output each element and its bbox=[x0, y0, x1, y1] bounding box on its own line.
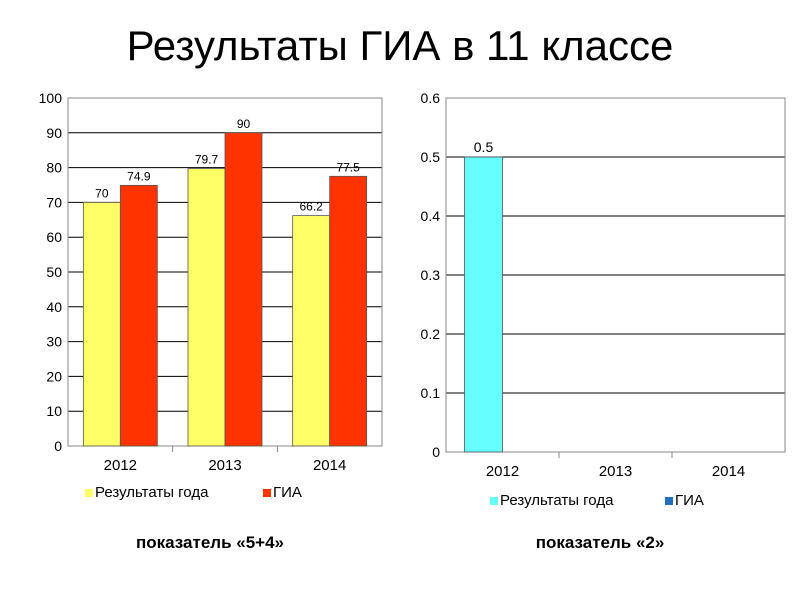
bar bbox=[224, 132, 263, 447]
y-tick-label: 0.6 bbox=[421, 90, 441, 106]
legend-swatch bbox=[85, 489, 93, 497]
data-label: 77.5 bbox=[336, 160, 360, 174]
y-tick-label: 0.3 bbox=[421, 267, 441, 283]
x-tick-label: 2014 bbox=[313, 457, 346, 474]
bar bbox=[329, 175, 368, 447]
legend-label: Результаты года bbox=[95, 484, 209, 501]
bar bbox=[187, 168, 226, 447]
y-tick-label: 0.5 bbox=[421, 149, 441, 165]
bar bbox=[119, 184, 158, 447]
y-tick-label: 0 bbox=[54, 438, 62, 454]
plot-area bbox=[445, 97, 786, 453]
bar bbox=[82, 201, 121, 447]
data-label: 70 bbox=[95, 186, 109, 200]
data-label: 90 bbox=[237, 117, 251, 131]
chart-caption-5-4: показатель «5+4» bbox=[135, 533, 284, 552]
y-tick-label: 30 bbox=[46, 334, 62, 350]
bar bbox=[464, 156, 503, 453]
y-tick-label: 20 bbox=[46, 368, 62, 384]
legend-swatch bbox=[263, 489, 271, 497]
x-tick-label: 2013 bbox=[599, 463, 632, 480]
y-tick-label: 10 bbox=[46, 403, 62, 419]
y-tick-label: 0 bbox=[432, 444, 440, 460]
y-tick-label: 60 bbox=[46, 229, 62, 245]
data-label: 79.7 bbox=[195, 153, 219, 167]
x-tick-label: 2012 bbox=[486, 463, 519, 480]
x-tick-label: 2013 bbox=[208, 457, 241, 474]
bar bbox=[292, 215, 331, 447]
data-label: 74.9 bbox=[127, 169, 151, 183]
y-tick-label: 50 bbox=[46, 264, 62, 280]
y-tick-label: 100 bbox=[39, 90, 63, 106]
legend-swatch bbox=[665, 497, 673, 505]
legend-label: ГИА bbox=[675, 492, 704, 509]
y-tick-label: 80 bbox=[46, 160, 62, 176]
data-label: 0.5 bbox=[474, 139, 494, 155]
legend-swatch bbox=[490, 497, 498, 505]
y-tick-label: 0.2 bbox=[421, 326, 441, 342]
legend-label: ГИА bbox=[273, 484, 302, 501]
legend-label: Результаты года bbox=[500, 492, 614, 509]
chart-caption-2: показатель «2» bbox=[535, 533, 665, 552]
x-tick-label: 2014 bbox=[712, 463, 745, 480]
y-tick-label: 70 bbox=[46, 194, 62, 210]
y-tick-label: 0.4 bbox=[421, 208, 441, 224]
y-tick-label: 40 bbox=[46, 299, 62, 315]
x-tick-label: 2012 bbox=[104, 457, 137, 474]
y-tick-label: 0.1 bbox=[421, 385, 441, 401]
slide-title: Результаты ГИА в 11 классе bbox=[126, 22, 674, 69]
data-label: 66.2 bbox=[299, 200, 323, 214]
y-tick-label: 90 bbox=[46, 125, 62, 141]
